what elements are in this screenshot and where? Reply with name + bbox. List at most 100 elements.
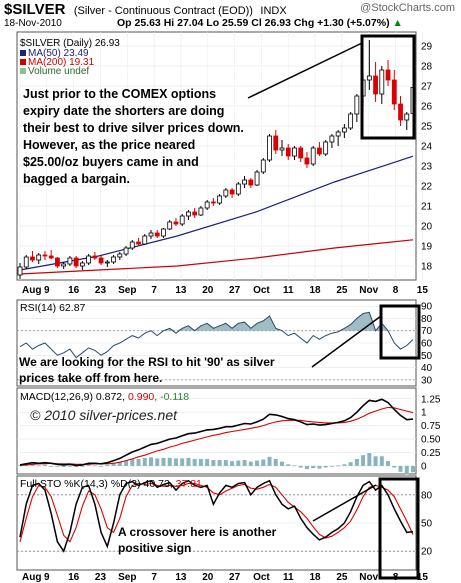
macd-histogram-bar (342, 464, 347, 466)
annotation-pointer-line (247, 42, 363, 99)
price-axis-tick-label: 26 (421, 102, 433, 113)
candle-up (366, 75, 372, 81)
macd-histogram-bar (329, 465, 334, 467)
macd-histogram-bar (74, 465, 79, 468)
macd-histogram-bar (230, 461, 235, 466)
symbol-title: $SILVER (4, 1, 66, 18)
rsi-axis-tick-label: 50 (421, 351, 433, 362)
candle-up (235, 183, 241, 195)
macd-histogram-bar (149, 457, 153, 466)
price-annotation-line: However, as the price neared (23, 138, 195, 152)
macd-axis-tick-label: 1.25 (421, 394, 441, 405)
rsi-axis-tick-label: 80 (421, 314, 433, 325)
legend-volume: Volume undef (28, 66, 89, 77)
candle-down (192, 211, 198, 216)
price-axis-tick-label: 20 (421, 222, 433, 233)
x-axis-label-top: 9 (44, 285, 50, 296)
rsi-title: RSI(14) 62.87 (20, 302, 86, 314)
candle-up (310, 147, 316, 165)
x-axis-label-top: 25 (336, 285, 348, 296)
x-axis-label-bottom: 11 (283, 572, 294, 583)
sto-highlight-box (378, 477, 420, 580)
legend-ma50: MA(50) 23.49 (28, 48, 89, 59)
up-arrow-icon: ▲ (392, 17, 403, 29)
candle-up (223, 189, 229, 197)
macd-histogram-bar (86, 464, 91, 466)
macd-histogram-bar (273, 458, 278, 466)
price-axis-tick-label: 23 (421, 162, 433, 173)
candle-up (292, 147, 297, 157)
macd-histogram-bar (130, 458, 135, 466)
macd-histogram-bar (361, 455, 366, 466)
price-annotation-line: Just prior to the COMEX options (23, 87, 216, 101)
ma200-line (19, 239, 414, 275)
macd-histogram-bar (180, 458, 185, 466)
candle-up (267, 135, 272, 161)
candle-down (273, 135, 279, 151)
candle-up (217, 195, 223, 204)
rsi-line (19, 311, 414, 359)
macd-histogram-bar (255, 460, 260, 466)
macd-histogram-bar (61, 465, 66, 468)
price-axis-tick-label: 19 (421, 242, 433, 253)
macd-histogram-bar (354, 458, 359, 466)
macd-histogram-bar (211, 460, 216, 466)
x-axis-label-bottom: 15 (417, 572, 429, 583)
macd-histogram-bar (373, 456, 378, 466)
exchange-label: INDX (260, 5, 287, 17)
candle-up (186, 211, 191, 217)
x-axis-label-top: Sep (118, 285, 136, 296)
macd-histogram-bar (42, 464, 47, 466)
candle-down (304, 157, 310, 165)
candle-down (73, 257, 79, 267)
x-axis-label-top: 13 (175, 285, 187, 296)
candle-up (123, 247, 129, 255)
x-axis-label-top: Oct (253, 285, 270, 296)
price-axis-tick-label: 22 (421, 182, 433, 193)
macd-histogram-bar (111, 463, 116, 466)
candle-down (92, 255, 98, 259)
macd-histogram-bar (336, 465, 341, 467)
macd-histogram-bar (136, 458, 141, 466)
candle-down (42, 254, 48, 257)
candle-up (204, 201, 210, 209)
candle-up (379, 69, 385, 95)
candle-up (242, 179, 247, 185)
quote-bar: Op 25.63 Hi 27.04 Lo 25.59 Cl 26.93 Chg … (117, 17, 403, 29)
macd-histogram-bar (92, 465, 97, 467)
legend-ma200: MA(200) 19.31 (28, 57, 95, 68)
macd-axis-tick-label: 0.75 (421, 421, 441, 432)
price-axis-tick-label: 25 (421, 122, 433, 133)
candle-down (98, 257, 104, 264)
legend-symbol: $SILVER (Daily) 26.93 (20, 38, 120, 49)
macd-histogram-bar (348, 462, 353, 466)
candle-up (167, 221, 173, 230)
candle-up (260, 159, 266, 173)
price-panel (16, 31, 417, 281)
date-label: 18-Nov-2010 (4, 18, 62, 29)
macd-histogram-bar (30, 464, 35, 466)
candle-down (48, 255, 54, 259)
x-axis-label-top: Nov (359, 285, 378, 296)
quote-values: Op 25.63 Hi 27.04 Lo 25.59 Cl 26.93 Chg … (117, 17, 390, 29)
x-axis-label-bottom: 20 (202, 572, 214, 583)
macd-histogram-bar (198, 458, 203, 466)
legend-ma50-swatch (20, 50, 26, 56)
candle-up (404, 113, 410, 121)
legend-volume-swatch (20, 68, 26, 74)
x-axis-label-top: 16 (68, 285, 80, 296)
macd-histogram-bar (223, 460, 228, 466)
candle-up (104, 261, 110, 264)
x-axis-label-top: 27 (229, 285, 241, 296)
macd-histogram-bar (155, 458, 160, 466)
candle-down (317, 147, 322, 155)
candle-up (279, 147, 285, 151)
macd-histogram-bar (404, 465, 409, 475)
macd-histogram-bar (367, 453, 372, 466)
x-axis-label-bottom: 25 (336, 572, 348, 583)
candle-up (67, 257, 73, 265)
candle-up (179, 215, 185, 225)
macd-histogram-bar (217, 460, 222, 466)
